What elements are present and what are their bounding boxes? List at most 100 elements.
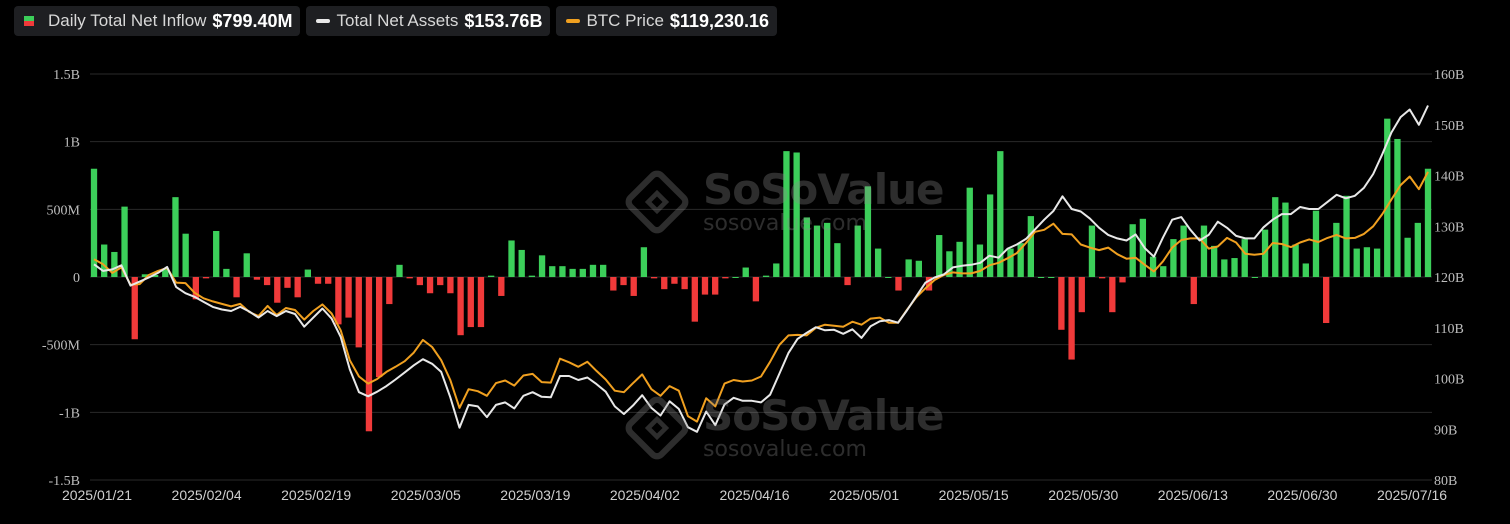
inflow-bar: [589, 264, 597, 277]
inflow-bar: [681, 277, 688, 290]
x-tick-label: 2025/02/19: [281, 487, 351, 503]
x-tick-label: 2025/03/05: [391, 487, 461, 503]
btc-line-swatch-icon: [566, 19, 581, 23]
right-tick-label: 120B: [1434, 271, 1464, 286]
inflow-bar: [1180, 225, 1187, 277]
right-tick-label: 80B: [1434, 474, 1457, 489]
inflow-bar: [671, 277, 678, 284]
inflow-bar: [396, 264, 403, 277]
series-lines: [93, 105, 1429, 433]
inflow-bar: [202, 277, 210, 279]
inflow-bar: [1058, 277, 1065, 330]
inflow-bar: [457, 277, 464, 336]
inflow-bar: [1170, 239, 1177, 277]
inflow-bar: [885, 277, 892, 278]
inflow-bar: [1312, 210, 1320, 277]
inflow-bar: [284, 277, 291, 288]
x-tick-label: 2025/04/16: [719, 487, 789, 503]
legend-inflow-value: $799.40M: [212, 10, 293, 31]
inflow-bar: [1292, 244, 1299, 277]
assets-line-swatch-icon: [316, 19, 331, 23]
inflow-bar: [192, 277, 199, 300]
inflow-bar: [1068, 277, 1075, 360]
left-axis-ticks: 1.5B 1B 500M 0 -500M -1B -1.5B: [42, 68, 81, 489]
x-tick-label: 2025/07/16: [1377, 487, 1447, 503]
inflow-bar: [1373, 248, 1381, 277]
inflow-bar: [712, 277, 719, 295]
inflow-bar: [1200, 225, 1208, 277]
inflow-bar: [1231, 258, 1238, 277]
inflow-bar: [844, 277, 851, 286]
inflow-bar: [345, 277, 352, 318]
inflow-bar: [1343, 195, 1350, 277]
left-tick-label: -500M: [42, 339, 81, 354]
legend-btc-value: $119,230.16: [669, 10, 770, 31]
inflow-bar: [487, 275, 495, 277]
inflow-bar: [976, 244, 984, 277]
inflow-bar: [1037, 277, 1045, 278]
legend-inflow[interactable]: Daily Total Net Inflow $799.40M: [14, 6, 301, 36]
legend-btc[interactable]: BTC Price $119,230.16: [556, 6, 778, 36]
inflow-bar: [864, 186, 872, 277]
inflow-bar: [426, 277, 434, 294]
inflow-bar: [610, 277, 617, 291]
inflow-bar: [691, 277, 698, 322]
x-tick-label: 2025/03/19: [500, 487, 570, 503]
inflow-bar: [477, 277, 485, 328]
x-tick-label: 2025/01/21: [62, 487, 132, 503]
inflow-bar: [874, 248, 882, 277]
legend-assets-label: Total Net Assets: [336, 11, 459, 30]
right-tick-label: 130B: [1434, 220, 1464, 235]
inflow-bar: [151, 274, 159, 277]
right-tick-label: 90B: [1434, 423, 1457, 438]
inflow-bar: [1404, 237, 1411, 277]
inflow-bar: [559, 266, 566, 277]
inflow-bar: [213, 230, 220, 277]
inflow-bar: [640, 247, 648, 277]
inflow-bar: [620, 277, 627, 286]
inflow-bar: [335, 277, 342, 325]
inflow-bar: [966, 187, 973, 277]
inflow-bar: [416, 277, 424, 286]
inflow-bar: [793, 152, 800, 277]
inflow-bar: [528, 275, 536, 277]
x-tick-label: 2025/05/15: [939, 487, 1009, 503]
left-tick-label: 500M: [47, 203, 81, 218]
inflow-bar: [1007, 248, 1014, 277]
inflow-bar: [1139, 218, 1147, 277]
left-tick-label: 1B: [64, 136, 80, 151]
inflow-bar: [732, 277, 739, 278]
inflow-bar: [1088, 225, 1096, 277]
inflow-bar: [752, 277, 760, 302]
inflow-bar: [997, 151, 1004, 277]
legend-assets[interactable]: Total Net Assets $153.76B: [306, 6, 551, 36]
inflow-bar: [90, 168, 98, 277]
inflow-bar: [1017, 243, 1024, 277]
inflow-bar: [1109, 277, 1116, 313]
inflow-bar: [274, 277, 281, 303]
total-net-assets-line: [93, 105, 1429, 433]
legend-assets-value: $153.76B: [464, 10, 543, 31]
right-tick-label: 100B: [1434, 373, 1464, 388]
left-tick-label: -1.5B: [49, 474, 81, 489]
inflow-bar: [600, 264, 607, 277]
inflow-bar: [294, 277, 301, 298]
inflow-bar: [936, 235, 943, 277]
inflow-bar: [1394, 138, 1401, 277]
inflow-bar: [661, 277, 668, 290]
inflow-bar: [742, 267, 749, 277]
x-tick-label: 2025/02/04: [172, 487, 242, 503]
inflow-bar: [1027, 216, 1035, 277]
right-tick-label: 160B: [1434, 68, 1464, 83]
inflow-bar: [131, 277, 138, 340]
inflow-bar: [1323, 277, 1330, 324]
inflow-bar: [365, 277, 373, 432]
inflow-bar: [467, 277, 474, 328]
inflow-bar: [1129, 224, 1136, 277]
inflow-bar: [1282, 202, 1289, 277]
inflow-bar: [1272, 197, 1279, 277]
inflow-bar: [630, 277, 637, 296]
inflow-bar: [803, 217, 810, 277]
inflow-bar: [141, 274, 149, 277]
